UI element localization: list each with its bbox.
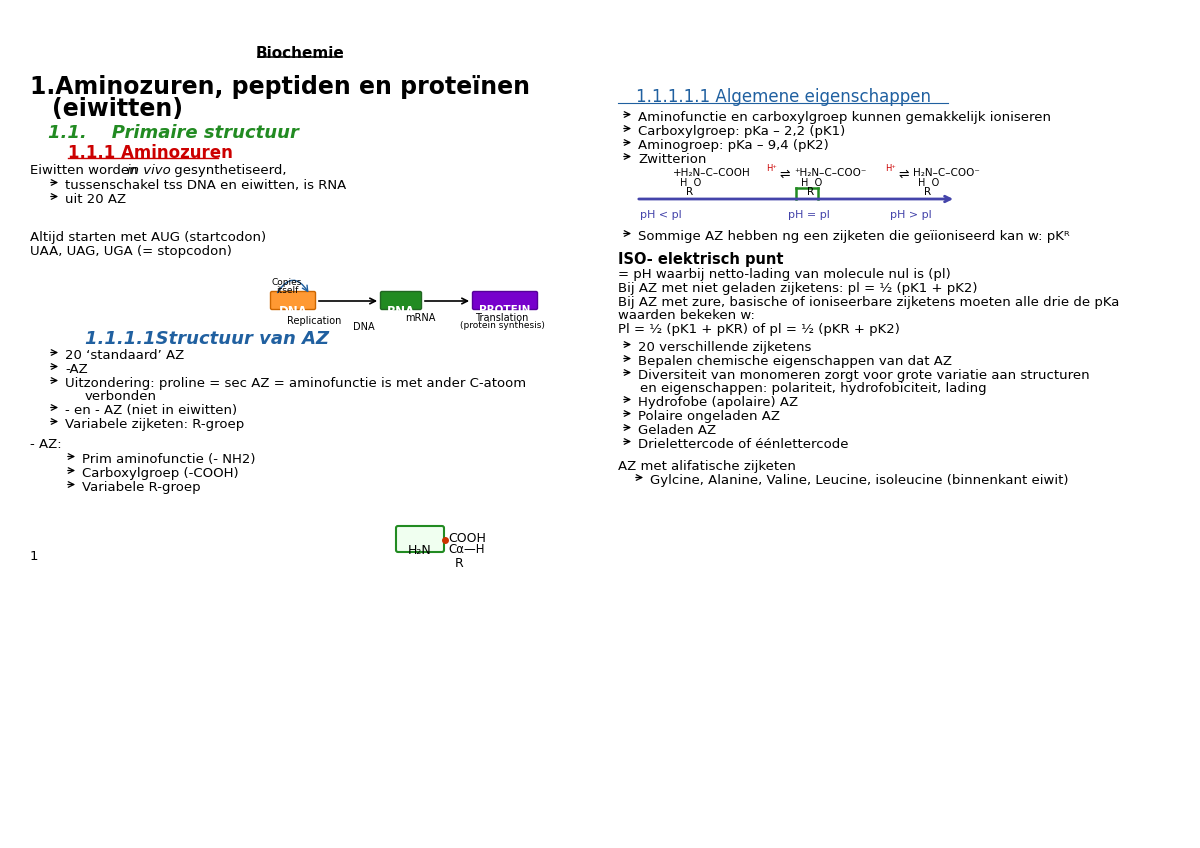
Text: itself: itself (276, 286, 298, 295)
Text: uit 20 AZ: uit 20 AZ (65, 193, 126, 206)
Text: R: R (808, 187, 814, 197)
Text: pH > pl: pH > pl (890, 210, 931, 220)
Text: Diversiteit van monomeren zorgt voor grote variatie aan structuren: Diversiteit van monomeren zorgt voor gro… (638, 369, 1090, 382)
Text: Zwitterion: Zwitterion (638, 153, 707, 166)
Text: H  O: H O (680, 178, 701, 188)
Text: tussenschakel tss DNA en eiwitten, is RNA: tussenschakel tss DNA en eiwitten, is RN… (65, 179, 347, 192)
Text: - AZ:: - AZ: (30, 438, 61, 451)
Text: R: R (455, 557, 463, 570)
Text: ⁺H₂N–C–COO⁻: ⁺H₂N–C–COO⁻ (794, 168, 866, 178)
Text: Prim aminofunctie (- NH2): Prim aminofunctie (- NH2) (82, 453, 256, 466)
Text: pH = pl: pH = pl (788, 210, 830, 220)
Text: Aminogroep: pKa – 9,4 (pK2): Aminogroep: pKa – 9,4 (pK2) (638, 139, 829, 152)
Text: Eiwitten worden: Eiwitten worden (30, 164, 142, 177)
FancyBboxPatch shape (380, 292, 421, 310)
Text: 1.1.1.1Structuur van AZ: 1.1.1.1Structuur van AZ (85, 330, 329, 348)
Text: Drielettercode of éénlettercode: Drielettercode of éénlettercode (638, 438, 848, 451)
Text: Translation: Translation (475, 313, 529, 323)
Text: Sommige AZ hebben ng een zijketen die geïioniseerd kan w: pKᴿ: Sommige AZ hebben ng een zijketen die ge… (638, 230, 1069, 243)
Text: 20 verschillende zijketens: 20 verschillende zijketens (638, 341, 811, 354)
Text: Gylcine, Alanine, Valine, Leucine, isoleucine (binnenkant eiwit): Gylcine, Alanine, Valine, Leucine, isole… (650, 474, 1068, 487)
Text: Polaire ongeladen AZ: Polaire ongeladen AZ (638, 410, 780, 423)
Text: Variabele zijketen: R-groep: Variabele zijketen: R-groep (65, 418, 245, 431)
Text: +H₂N–C–COOH: +H₂N–C–COOH (673, 168, 751, 178)
Text: Altijd starten met AUG (startcodon): Altijd starten met AUG (startcodon) (30, 231, 266, 244)
Text: 1.Aminozuren, peptiden en proteïnen: 1.Aminozuren, peptiden en proteïnen (30, 75, 530, 99)
Text: waarden bekeken w:: waarden bekeken w: (618, 309, 755, 322)
FancyBboxPatch shape (473, 292, 538, 310)
FancyBboxPatch shape (396, 526, 444, 552)
Text: Cα—H: Cα—H (448, 543, 485, 556)
Text: -AZ: -AZ (65, 363, 88, 376)
Text: Variabele R-groep: Variabele R-groep (82, 481, 200, 494)
Text: UAA, UAG, UGA (= stopcodon): UAA, UAG, UGA (= stopcodon) (30, 245, 232, 258)
Text: Geladen AZ: Geladen AZ (638, 424, 716, 437)
Text: in vivo: in vivo (127, 164, 170, 177)
Text: AZ met alifatische zijketen: AZ met alifatische zijketen (618, 460, 796, 473)
Text: 1.1.    Primaire structuur: 1.1. Primaire structuur (48, 124, 299, 142)
Text: - en - AZ (niet in eiwitten): - en - AZ (niet in eiwitten) (65, 404, 238, 417)
Text: gesynthetiseerd,: gesynthetiseerd, (170, 164, 287, 177)
Text: R: R (924, 187, 931, 197)
Text: ISO- elektrisch punt: ISO- elektrisch punt (618, 252, 784, 267)
Text: verbonden: verbonden (85, 390, 157, 403)
Text: 1.1.1.1.1 Algemene eigenschappen: 1.1.1.1.1 Algemene eigenschappen (636, 88, 930, 106)
Text: Carboxylgroep: pKa – 2,2 (pK1): Carboxylgroep: pKa – 2,2 (pK1) (638, 125, 845, 138)
Text: Pl = ½ (pK1 + pKR) of pl = ½ (pKR + pK2): Pl = ½ (pK1 + pKR) of pl = ½ (pKR + pK2) (618, 323, 900, 336)
Text: Bij AZ met zure, basische of ioniseerbare zijketens moeten alle drie de pKa: Bij AZ met zure, basische of ioniseerbar… (618, 296, 1120, 309)
Text: 1.1.1 Aminozuren: 1.1.1 Aminozuren (68, 144, 233, 162)
Text: = pH waarbij netto-lading van molecule nul is (pl): = pH waarbij netto-lading van molecule n… (618, 268, 950, 281)
Text: Biochemie: Biochemie (256, 46, 344, 61)
Text: (protein synthesis): (protein synthesis) (460, 321, 545, 330)
Text: 1: 1 (30, 550, 38, 563)
Text: Copies: Copies (272, 278, 302, 287)
Text: H⁺: H⁺ (886, 164, 896, 173)
Text: H₂N: H₂N (408, 544, 432, 557)
Text: mRNA: mRNA (404, 313, 436, 323)
Text: Bij AZ met niet geladen zijketens: pl = ½ (pK1 + pK2): Bij AZ met niet geladen zijketens: pl = … (618, 282, 978, 295)
Text: Carboxylgroep (-COOH): Carboxylgroep (-COOH) (82, 467, 239, 480)
FancyBboxPatch shape (270, 292, 316, 310)
Text: DNA: DNA (353, 322, 374, 332)
Text: R: R (686, 187, 694, 197)
Text: H⁺: H⁺ (766, 164, 776, 173)
Text: (eiwitten): (eiwitten) (52, 97, 182, 121)
Text: H₂N–C–COO⁻: H₂N–C–COO⁻ (913, 168, 980, 178)
Text: ⇌: ⇌ (776, 168, 794, 181)
Text: Uitzondering: proline = sec AZ = aminofunctie is met ander C-atoom: Uitzondering: proline = sec AZ = aminofu… (65, 377, 526, 390)
Text: ⇌: ⇌ (895, 168, 913, 181)
Text: Bepalen chemische eigenschappen van dat AZ: Bepalen chemische eigenschappen van dat … (638, 355, 952, 368)
Text: pH < pl: pH < pl (640, 210, 682, 220)
Text: Hydrofobe (apolaire) AZ: Hydrofobe (apolaire) AZ (638, 396, 798, 409)
Text: COOH: COOH (448, 532, 486, 545)
Text: DNA: DNA (278, 305, 307, 318)
Text: en eigenschappen: polariteit, hydrofobiciteit, lading: en eigenschappen: polariteit, hydrofobic… (640, 382, 986, 395)
Text: Aminofunctie en carboxylgroep kunnen gemakkelijk ioniseren: Aminofunctie en carboxylgroep kunnen gem… (638, 111, 1051, 124)
Text: 20 ‘standaard’ AZ: 20 ‘standaard’ AZ (65, 349, 185, 362)
Text: H  O: H O (802, 178, 822, 188)
Text: Replication: Replication (287, 316, 341, 326)
Text: H  O: H O (918, 178, 940, 188)
Text: PROTEIN: PROTEIN (479, 305, 530, 315)
Text: RNA: RNA (386, 305, 415, 318)
